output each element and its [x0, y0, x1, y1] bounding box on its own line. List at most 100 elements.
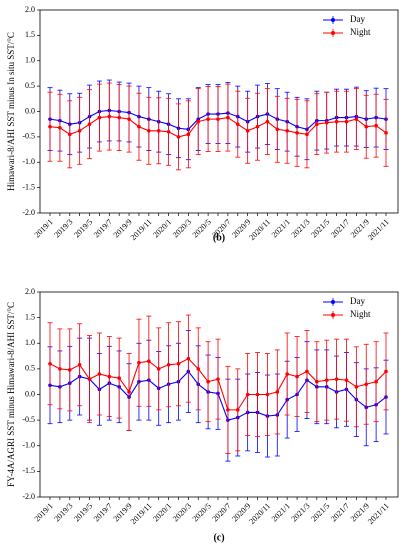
x-tick-label: 2020/1 — [151, 501, 173, 523]
x-tick-label: 2021/7 — [329, 217, 351, 239]
legend-label: Night — [350, 309, 371, 319]
point — [374, 123, 378, 128]
point — [166, 362, 171, 367]
point — [265, 392, 270, 397]
point — [344, 378, 349, 382]
y-tick-label: 1.0 — [25, 56, 35, 65]
point — [117, 376, 121, 380]
point — [147, 128, 151, 133]
y-tick-label: -2.0 — [22, 208, 35, 217]
y-tick-label: 0.0 — [25, 106, 35, 115]
point — [107, 114, 112, 119]
point — [166, 130, 171, 134]
point — [137, 124, 141, 129]
y-tick-label: -2.0 — [22, 492, 35, 501]
point — [235, 408, 240, 412]
point — [58, 125, 62, 130]
x-tick-label: 2021/5 — [309, 217, 331, 239]
y-tick-label: 1.5 — [25, 312, 35, 321]
point — [196, 119, 201, 124]
point — [226, 115, 230, 120]
point — [48, 124, 52, 129]
legend-label: Day — [350, 296, 365, 306]
y-tick-label: -1.5 — [22, 466, 35, 475]
y-axis-label: FY-4A/AGRI SST minus Himawari-8/AHI SST/… — [6, 302, 16, 487]
y-axis-label: Himawari-8/AHI SST minus In situ SST/°C — [6, 32, 16, 191]
legend-label: Night — [350, 27, 371, 37]
point — [374, 379, 378, 384]
x-tick-label: 2019/11 — [129, 217, 154, 242]
point — [255, 124, 260, 129]
legend-marker — [331, 300, 335, 304]
point — [265, 119, 270, 124]
point — [186, 132, 191, 137]
point — [67, 132, 72, 137]
point — [245, 392, 250, 397]
point — [156, 367, 161, 371]
legend-label: Day — [350, 14, 365, 24]
point — [77, 362, 82, 367]
x-tick-label: 2020/1 — [151, 217, 173, 239]
x-tick-label: 2019/7 — [92, 501, 114, 523]
point — [196, 367, 201, 371]
point — [384, 131, 388, 135]
point — [77, 128, 82, 133]
x-tick-label: 2021/11 — [366, 217, 391, 242]
x-tick-label: 2019/1 — [33, 217, 55, 239]
legend-marker — [331, 313, 335, 317]
point — [156, 128, 161, 133]
y-tick-label: -1.0 — [22, 157, 35, 166]
point — [186, 356, 191, 361]
point — [245, 128, 250, 133]
point — [255, 392, 260, 397]
point — [364, 382, 369, 387]
point — [226, 408, 230, 412]
point — [97, 115, 102, 120]
point — [315, 122, 319, 126]
x-tick-label: 2021/3 — [290, 501, 312, 523]
y-tick-label: -1.0 — [22, 441, 35, 450]
point — [324, 378, 329, 382]
point — [334, 119, 339, 124]
point — [127, 390, 131, 394]
point — [58, 367, 62, 371]
point — [354, 385, 359, 389]
point — [48, 361, 52, 366]
point — [87, 377, 92, 381]
y-tick-label: 2.0 — [25, 5, 35, 14]
y-tick-label: 1.5 — [25, 30, 35, 39]
point — [87, 122, 92, 126]
point — [285, 128, 289, 133]
x-tick-label: 2021/1 — [270, 501, 292, 523]
x-tick-label: 2020/11 — [247, 217, 272, 242]
y-tick-label: -0.5 — [22, 415, 35, 424]
x-tick-label: 2021/3 — [290, 217, 312, 239]
point — [206, 117, 210, 121]
point — [364, 124, 369, 129]
x-tick-label: 2021/11 — [366, 501, 391, 526]
point — [275, 390, 280, 394]
y-tick-label: 1.0 — [25, 338, 35, 347]
x-tick-label: 2021/5 — [309, 501, 331, 523]
x-tick-label: 2020/7 — [211, 501, 233, 523]
point — [305, 132, 309, 137]
caption: (c) — [213, 532, 224, 543]
point — [206, 379, 210, 384]
point — [334, 377, 339, 381]
x-tick-label: 2020/3 — [171, 501, 193, 523]
point — [176, 361, 181, 366]
point — [295, 131, 299, 135]
point — [176, 135, 181, 139]
point — [315, 379, 319, 384]
x-tick-label: 2020/11 — [247, 501, 272, 526]
y-tick-label: 0.5 — [25, 364, 35, 373]
x-tick-label: 2019/1 — [33, 501, 55, 523]
y-tick-label: -1.5 — [22, 182, 35, 191]
plot-frame — [39, 9, 399, 214]
point — [137, 360, 141, 365]
point — [117, 115, 121, 120]
point — [275, 127, 280, 132]
x-tick-label: 2019/5 — [72, 501, 94, 523]
point — [147, 359, 151, 363]
